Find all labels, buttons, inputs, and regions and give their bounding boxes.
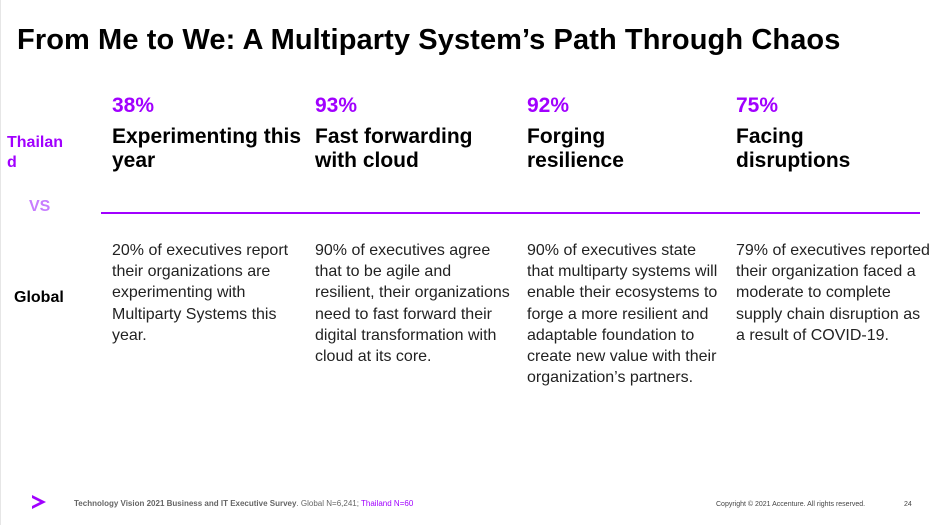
page-number: 24 [904,501,912,508]
global-stat-text: 90% of executives agree that to be agile… [315,242,510,366]
source-survey-name: Technology Vision 2021 Business and IT E… [74,499,297,508]
copyright-text: Copyright © 2021 Accenture. All rights r… [716,501,866,508]
thailand-percent: 93% [315,94,358,117]
column-heading: Facing disruptions [736,125,851,172]
row-label-global: Global [14,289,64,306]
thailand-percent: 92% [527,94,570,117]
global-stat-text: 20% of executives report their organizat… [112,242,289,344]
stat-column: 93% Fast forwarding with cloud 90% of ex… [315,94,520,365]
thailand-percent: 38% [112,94,155,117]
source-global-sample: . Global N=6,241; [296,499,359,508]
divider-line [101,212,920,214]
global-stat-text: 90% of executives state that multiparty … [527,242,718,387]
global-stat-text: 79% of executives reported their organiz… [736,242,930,344]
stat-column: 92% Forging resilience 90% of executives… [527,94,727,386]
source-thailand-sample: Thailand N=60 [361,499,414,508]
stat-column: 38% Experimenting this year 20% of execu… [112,94,312,344]
column-heading: Forging resilience [527,125,624,172]
column-heading: Fast forwarding with cloud [315,125,473,172]
row-label-thailand: Thailand [7,134,64,171]
accenture-chevron-icon [32,495,46,509]
row-label-vs: VS [29,198,51,215]
stat-column: 75% Facing disruptions 79% of executives… [736,94,936,344]
slide-title: From Me to We: A Multiparty System’s Pat… [17,24,841,56]
column-heading: Experimenting this year [112,125,302,172]
footer-source: Technology Vision 2021 Business and IT E… [74,499,413,508]
thailand-percent: 75% [736,94,779,117]
